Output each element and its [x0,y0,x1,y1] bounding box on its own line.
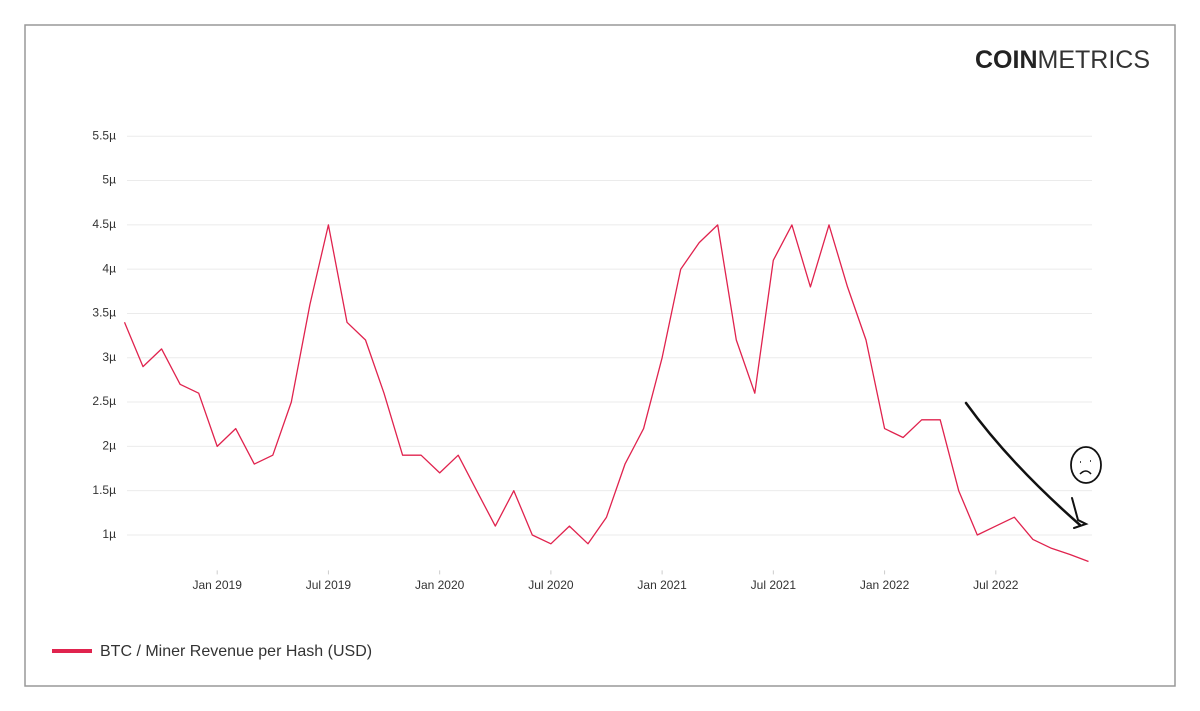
annotation-arrow [964,401,1082,527]
logo-light: METRICS [1038,46,1151,74]
y-tick-label: 5.5µ [92,128,116,142]
frame [24,24,1176,687]
x-tick-label: Jul 2020 [528,578,574,592]
data-line [123,224,1089,563]
annotation-arrowhead [1071,497,1089,529]
logo-bold: COIN [975,46,1038,74]
x-tick-label: Jan 2020 [415,578,465,592]
x-tick-label: Jul 2019 [306,578,352,592]
y-tick-label: 5µ [102,173,116,187]
x-tick-label: Jan 2021 [637,578,687,592]
y-tick-label: 2µ [102,439,116,453]
annotation-face-features [1079,460,1092,475]
y-tick-label: 4µ [102,261,116,275]
x-tick-label: Jan 2019 [192,578,242,592]
y-tick-label: 2.5µ [92,394,116,408]
legend-label: BTC / Miner Revenue per Hash (USD) [100,643,372,660]
y-tick-label: 3µ [102,350,116,364]
x-tick-label: Jan 2022 [860,578,910,592]
logo: COINMETRICS [975,46,1150,74]
y-tick-label: 3.5µ [92,306,116,320]
x-tick-label: Jul 2021 [751,578,797,592]
plot: 1µ 1.5µ 2µ 2.5µ 3µ 3.5µ 4µ 4.5µ 5µ 5.5µ Jan 2019 Ju… [92,128,1092,592]
x-tick-label: Jul 2022 [973,578,1019,592]
y-tick-label: 1.5µ [92,483,116,497]
annotation-face [1070,446,1102,484]
y-tick-label: 4.5µ [92,217,116,231]
y-tick-label: 1µ [102,527,116,541]
